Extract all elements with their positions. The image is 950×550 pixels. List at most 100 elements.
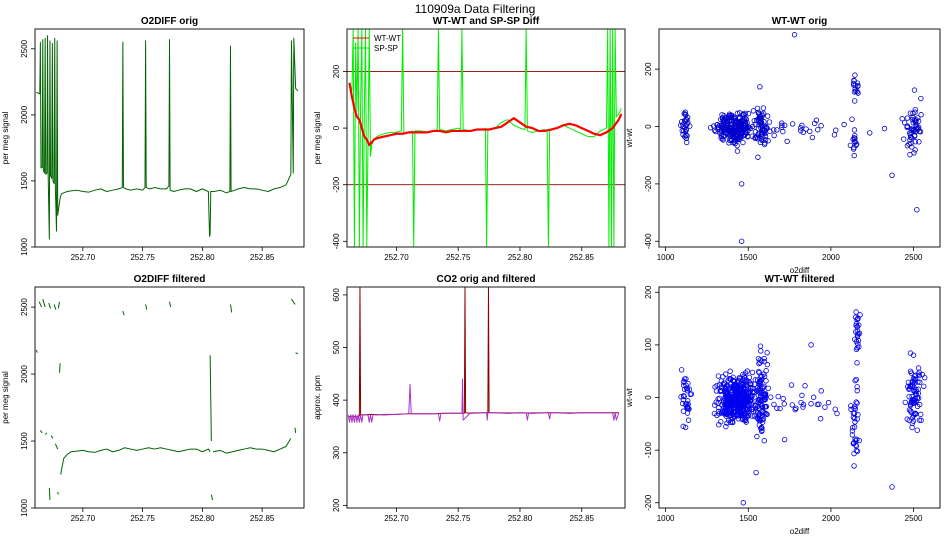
- scatter-point: [774, 405, 780, 411]
- y-tick-label: 400: [332, 393, 341, 407]
- scatter-point: [899, 116, 905, 122]
- scatter-point: [681, 110, 687, 117]
- axis-ticks: 252.70 252.75 252.80 252.85 200 300 400 500 600: [332, 288, 595, 523]
- scatter-point: [731, 408, 738, 415]
- scatter-point: [901, 119, 908, 126]
- scatter-point: [825, 399, 832, 406]
- scatter-point: [757, 115, 763, 121]
- x-tick-label: 252.85: [570, 514, 595, 523]
- scatter-point: [738, 181, 745, 187]
- scatter-point: [853, 309, 859, 315]
- scatter-point: [679, 400, 686, 407]
- scatter-point: [852, 438, 859, 444]
- plot-frame: [346, 28, 626, 248]
- scatter-point: [851, 463, 857, 469]
- scatter-point: [800, 404, 806, 410]
- scatter-point: [921, 383, 927, 390]
- series-line-0: [48, 302, 52, 309]
- scatter-point: [854, 384, 860, 390]
- scatter-point: [914, 403, 921, 410]
- scatter-point: [731, 378, 738, 385]
- scatter-point: [774, 127, 780, 133]
- scatter-point: [818, 123, 824, 129]
- y-tick-label: 100: [644, 338, 653, 352]
- scatter-point: [728, 397, 734, 403]
- y-tick-label: 200: [644, 285, 653, 299]
- scatter-point: [854, 436, 860, 442]
- scatter-point: [780, 395, 786, 402]
- scatter-point: [736, 412, 743, 419]
- x-tick-label: 1500: [739, 514, 757, 523]
- scatter-point: [822, 404, 828, 410]
- series-line-0: [39, 430, 43, 434]
- plot-frame: [34, 28, 305, 248]
- series-line-0: [209, 355, 212, 442]
- x-tick-label: 252.85: [250, 253, 275, 262]
- scatter-point: [711, 127, 718, 133]
- scatter-point: [762, 130, 769, 136]
- scatter-point: [740, 125, 746, 131]
- scatter-point: [797, 128, 804, 134]
- scatter-point: [852, 403, 858, 409]
- scatter-point: [682, 109, 689, 115]
- scatter-point: [758, 377, 764, 384]
- plot-frame: [658, 28, 941, 248]
- chart-title: WT-WT filtered: [765, 274, 835, 285]
- scatter-point: [736, 375, 742, 381]
- scatter-point: [848, 403, 854, 409]
- scatter-point: [767, 394, 774, 400]
- scatter-point: [849, 116, 855, 122]
- scatter-point: [757, 378, 763, 385]
- scatter-point: [734, 148, 741, 154]
- series-line-0: [57, 491, 59, 495]
- scatter-point: [850, 414, 857, 421]
- x-tick-label: 252.70: [71, 514, 96, 523]
- scatter-point: [718, 128, 724, 134]
- scatter-point: [780, 128, 786, 135]
- y-tick-label: -200: [332, 176, 341, 193]
- scatter-point: [854, 360, 860, 366]
- scatter-point: [908, 409, 914, 415]
- scatter-point: [855, 411, 861, 418]
- scatter-point: [742, 120, 749, 126]
- scatter-point: [716, 382, 723, 388]
- axis-ticks: 252.70 252.75 252.80 252.85 1000 1500 2000 2500: [20, 39, 275, 262]
- scatter-point: [907, 110, 914, 116]
- scatter-point: [907, 383, 913, 390]
- scatter-point: [735, 397, 742, 403]
- scatter-point: [740, 139, 746, 146]
- scatter-point: [912, 139, 919, 145]
- scatter-point: [762, 396, 768, 403]
- chart-title: CO2 orig and filtered: [437, 274, 536, 285]
- scatter-point: [855, 315, 861, 321]
- scatter-point: [851, 415, 858, 422]
- scatter-point: [784, 138, 790, 145]
- y-axis-label: wt-wt: [625, 128, 634, 148]
- scatter-point: [678, 119, 685, 125]
- scatter-point: [764, 361, 771, 368]
- y-axis-label: per meg signal: [313, 112, 322, 165]
- chart-panel-wt-sp-diff: WT-WT and SP-SP Diff per meg signal 252.70…: [313, 16, 626, 262]
- scatter-point: [680, 121, 686, 128]
- legend-label: WT-WT: [374, 34, 401, 43]
- scatter-point: [747, 392, 754, 399]
- scatter-point: [911, 397, 917, 403]
- scatter-point: [853, 376, 859, 383]
- y-axis-label: wt-wt: [625, 387, 634, 407]
- scatter-point: [685, 119, 691, 126]
- scatter-point: [911, 398, 918, 404]
- scatter-point: [734, 110, 741, 117]
- scatter-point: [749, 369, 756, 376]
- scatter-point: [808, 401, 814, 407]
- x-tick-label: 252.80: [508, 253, 533, 262]
- scatter-point: [909, 420, 916, 426]
- scatter-point: [761, 373, 768, 380]
- scatter-point: [918, 411, 924, 418]
- scatter-point: [723, 386, 729, 392]
- scatter-point: [849, 428, 856, 434]
- scatter-point: [759, 428, 765, 435]
- scatter-point: [723, 423, 729, 430]
